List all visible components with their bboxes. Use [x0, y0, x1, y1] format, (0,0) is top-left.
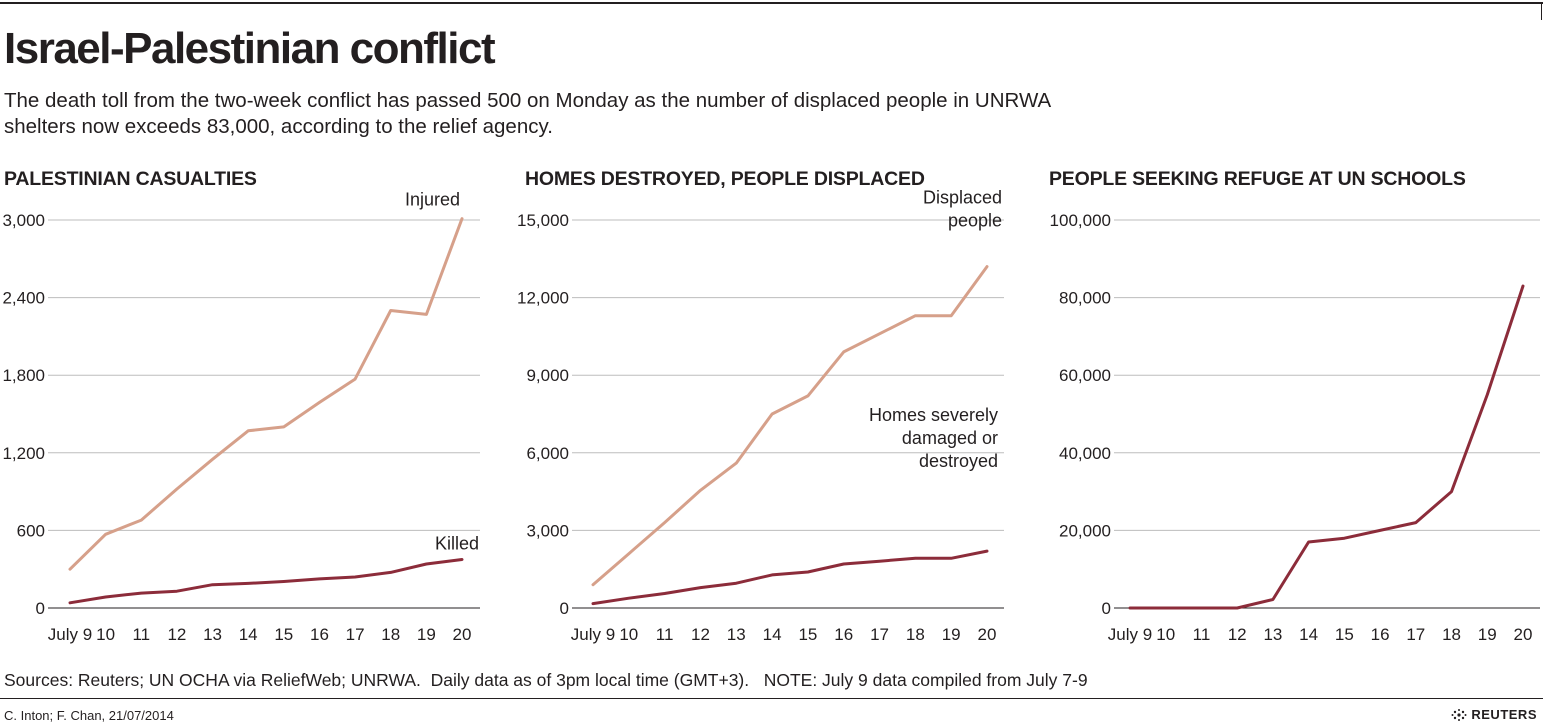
- y-tick-label: 2,400: [2, 289, 45, 308]
- series-label: damaged or: [902, 428, 998, 448]
- x-tick-label: 16: [834, 625, 853, 644]
- series-label: Homes severely: [869, 405, 998, 425]
- x-tick-label: 20: [453, 625, 472, 644]
- x-tick-label: 12: [167, 625, 186, 644]
- panel-title-refuge: PEOPLE SEEKING REFUGE AT UN SCHOOLS: [1049, 168, 1466, 190]
- x-tick-label: 18: [1442, 625, 1461, 644]
- y-tick-label: 100,000: [1050, 211, 1111, 230]
- page-subtitle: The death toll from the two-week conflic…: [4, 89, 1051, 138]
- x-tick-label: 16: [310, 625, 329, 644]
- y-tick-label: 80,000: [1059, 289, 1111, 308]
- y-tick-label: 3,000: [2, 211, 45, 230]
- x-tick-label: 20: [978, 625, 997, 644]
- x-tick-label: July 9: [571, 625, 615, 644]
- x-tick-label: 13: [1263, 625, 1282, 644]
- x-tick-label: 14: [239, 625, 258, 644]
- series-line: [68, 558, 464, 605]
- x-tick-label: 19: [1478, 625, 1497, 644]
- x-tick-label: 12: [691, 625, 710, 644]
- y-tick-label: 9,000: [526, 366, 569, 385]
- y-tick-label: 1,200: [2, 444, 45, 463]
- x-tick-label: 13: [203, 625, 222, 644]
- y-tick-label: 40,000: [1059, 444, 1111, 463]
- panel-title-homes: HOMES DESTROYED, PEOPLE DISPLACED: [525, 168, 925, 190]
- series-line: [1128, 284, 1525, 610]
- x-tick-label: 10: [619, 625, 638, 644]
- brand-name: REUTERS: [1471, 707, 1537, 722]
- x-tick-label: 19: [942, 625, 961, 644]
- y-tick-label: 0: [560, 599, 569, 618]
- top-rule: [0, 2, 1543, 4]
- x-tick-label: 11: [1193, 625, 1211, 644]
- series-label: Injured: [405, 190, 460, 210]
- y-tick-label: 3,000: [526, 521, 569, 540]
- y-tick-label: 0: [36, 599, 45, 618]
- x-tick-label: 15: [798, 625, 817, 644]
- x-tick-label: 13: [727, 625, 746, 644]
- y-tick-label: 0: [1102, 599, 1111, 618]
- x-tick-label: 11: [132, 625, 150, 644]
- x-tick-label: 10: [96, 625, 115, 644]
- series-label: Killed: [435, 534, 479, 554]
- page-title: Israel-Palestinian conflict: [4, 24, 496, 73]
- reuters-logo: REUTERS: [1451, 707, 1537, 722]
- y-tick-label: 6,000: [526, 444, 569, 463]
- x-tick-label: 15: [1335, 625, 1354, 644]
- x-tick-label: 17: [1406, 625, 1425, 644]
- x-tick-label: July 9: [1108, 625, 1152, 644]
- x-tick-label: 18: [906, 625, 925, 644]
- y-tick-label: 20,000: [1059, 521, 1111, 540]
- x-tick-label: 14: [763, 625, 782, 644]
- x-tick-label: 18: [381, 625, 400, 644]
- panel-title-casualties: PALESTINIAN CASUALTIES: [4, 168, 257, 190]
- x-tick-label: 15: [274, 625, 293, 644]
- reuters-dots-icon: [1451, 708, 1467, 721]
- x-tick-label: 16: [1371, 625, 1390, 644]
- series-line: [591, 549, 989, 606]
- x-tick-label: 12: [1228, 625, 1247, 644]
- x-tick-label: 17: [870, 625, 889, 644]
- series-label: people: [948, 211, 1002, 231]
- series-label: Displaced: [923, 188, 1002, 208]
- sources-note: Sources: Reuters; UN OCHA via ReliefWeb;…: [4, 670, 1088, 690]
- y-tick-label: 1,800: [2, 366, 45, 385]
- y-tick-label: 12,000: [517, 289, 569, 308]
- x-tick-label: 11: [656, 625, 674, 644]
- x-tick-label: 10: [1156, 625, 1175, 644]
- series-line: [591, 265, 989, 587]
- x-tick-label: 19: [417, 625, 436, 644]
- x-tick-label: 17: [346, 625, 365, 644]
- top-right-tick: [1541, 2, 1542, 20]
- x-tick-label: 20: [1514, 625, 1533, 644]
- y-tick-label: 60,000: [1059, 366, 1111, 385]
- x-tick-label: July 9: [48, 625, 92, 644]
- bottom-rule: [0, 698, 1543, 699]
- y-tick-label: 15,000: [517, 211, 569, 230]
- y-tick-label: 600: [17, 521, 45, 540]
- series-line: [68, 217, 464, 571]
- credit-line: C. Inton; F. Chan, 21/07/2014: [4, 708, 174, 723]
- series-label: destroyed: [919, 451, 998, 471]
- x-tick-label: 14: [1299, 625, 1318, 644]
